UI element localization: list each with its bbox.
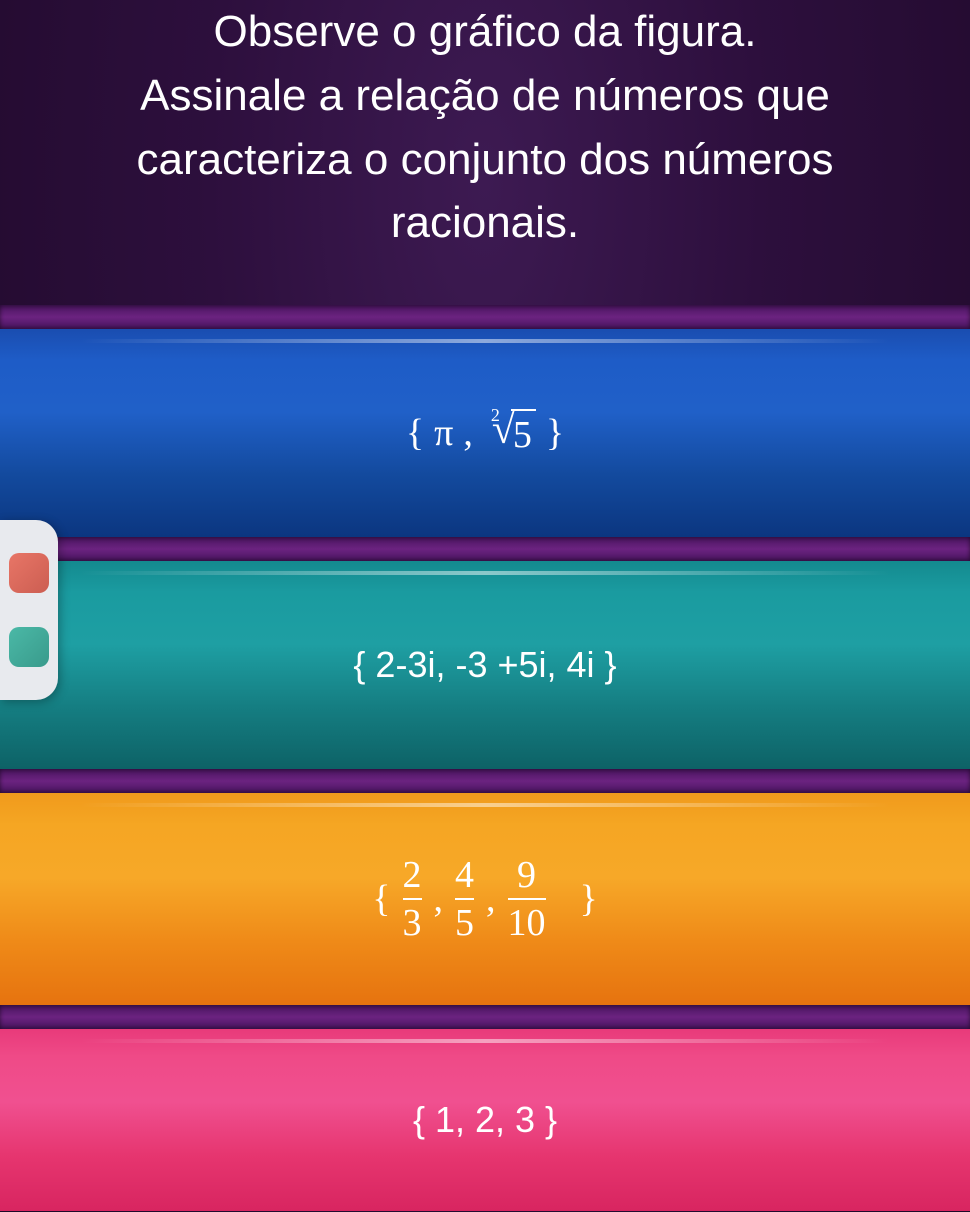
- question-line: Observe o gráfico da figura.: [214, 7, 757, 56]
- root-argument: 5: [511, 409, 536, 457]
- numerator: 2: [403, 856, 422, 898]
- option-content: { 1, 2, 3 }: [413, 1099, 557, 1141]
- separator: ,: [434, 877, 444, 921]
- numerator: 4: [455, 856, 474, 898]
- divider: [0, 305, 970, 329]
- side-panel[interactable]: [0, 520, 58, 700]
- option-complexos[interactable]: { 2-3i, -3 +5i, 4i }: [0, 561, 970, 769]
- brace-open: {: [372, 877, 390, 921]
- fraction: 4 5: [455, 856, 474, 942]
- question-line: caracteriza o conjunto dos números: [136, 135, 833, 184]
- question-line: racionais.: [391, 198, 579, 247]
- question-text: Observe o gráfico da figura. Assinale a …: [0, 0, 970, 305]
- root-index: 2: [491, 405, 500, 426]
- fraction: 9 10: [508, 856, 546, 942]
- side-app-icon[interactable]: [9, 627, 49, 667]
- divider: [0, 1005, 970, 1029]
- options-container: { π , 2 √ 5 } { 2-3i, -3 +5i, 4i } { 2 3…: [0, 329, 970, 1211]
- question-line: Assinale a relação de números que: [140, 71, 830, 120]
- separator: ,: [463, 411, 473, 455]
- option-content: { 2-3i, -3 +5i, 4i }: [353, 644, 616, 686]
- separator: ,: [486, 877, 496, 921]
- brace-close: }: [580, 877, 598, 921]
- option-content: { 2 3 , 4 5 , 9 10 }: [372, 856, 598, 942]
- option-naturais[interactable]: { 1, 2, 3 }: [0, 1029, 970, 1211]
- option-racionais[interactable]: { 2 3 , 4 5 , 9 10 }: [0, 793, 970, 1005]
- numerator: 9: [517, 856, 536, 898]
- fraction: 2 3: [403, 856, 422, 942]
- denominator: 10: [508, 898, 546, 942]
- pi-symbol: π: [434, 411, 453, 455]
- divider: [0, 769, 970, 793]
- brace-open: {: [406, 411, 424, 455]
- denominator: 5: [455, 898, 474, 942]
- denominator: 3: [403, 898, 422, 942]
- square-root: 2 √ 5: [483, 409, 536, 457]
- divider: [0, 537, 970, 561]
- brace-close: }: [546, 411, 564, 455]
- option-irracionais[interactable]: { π , 2 √ 5 }: [0, 329, 970, 537]
- side-app-icon[interactable]: [9, 553, 49, 593]
- option-content: { π , 2 √ 5 }: [406, 409, 564, 457]
